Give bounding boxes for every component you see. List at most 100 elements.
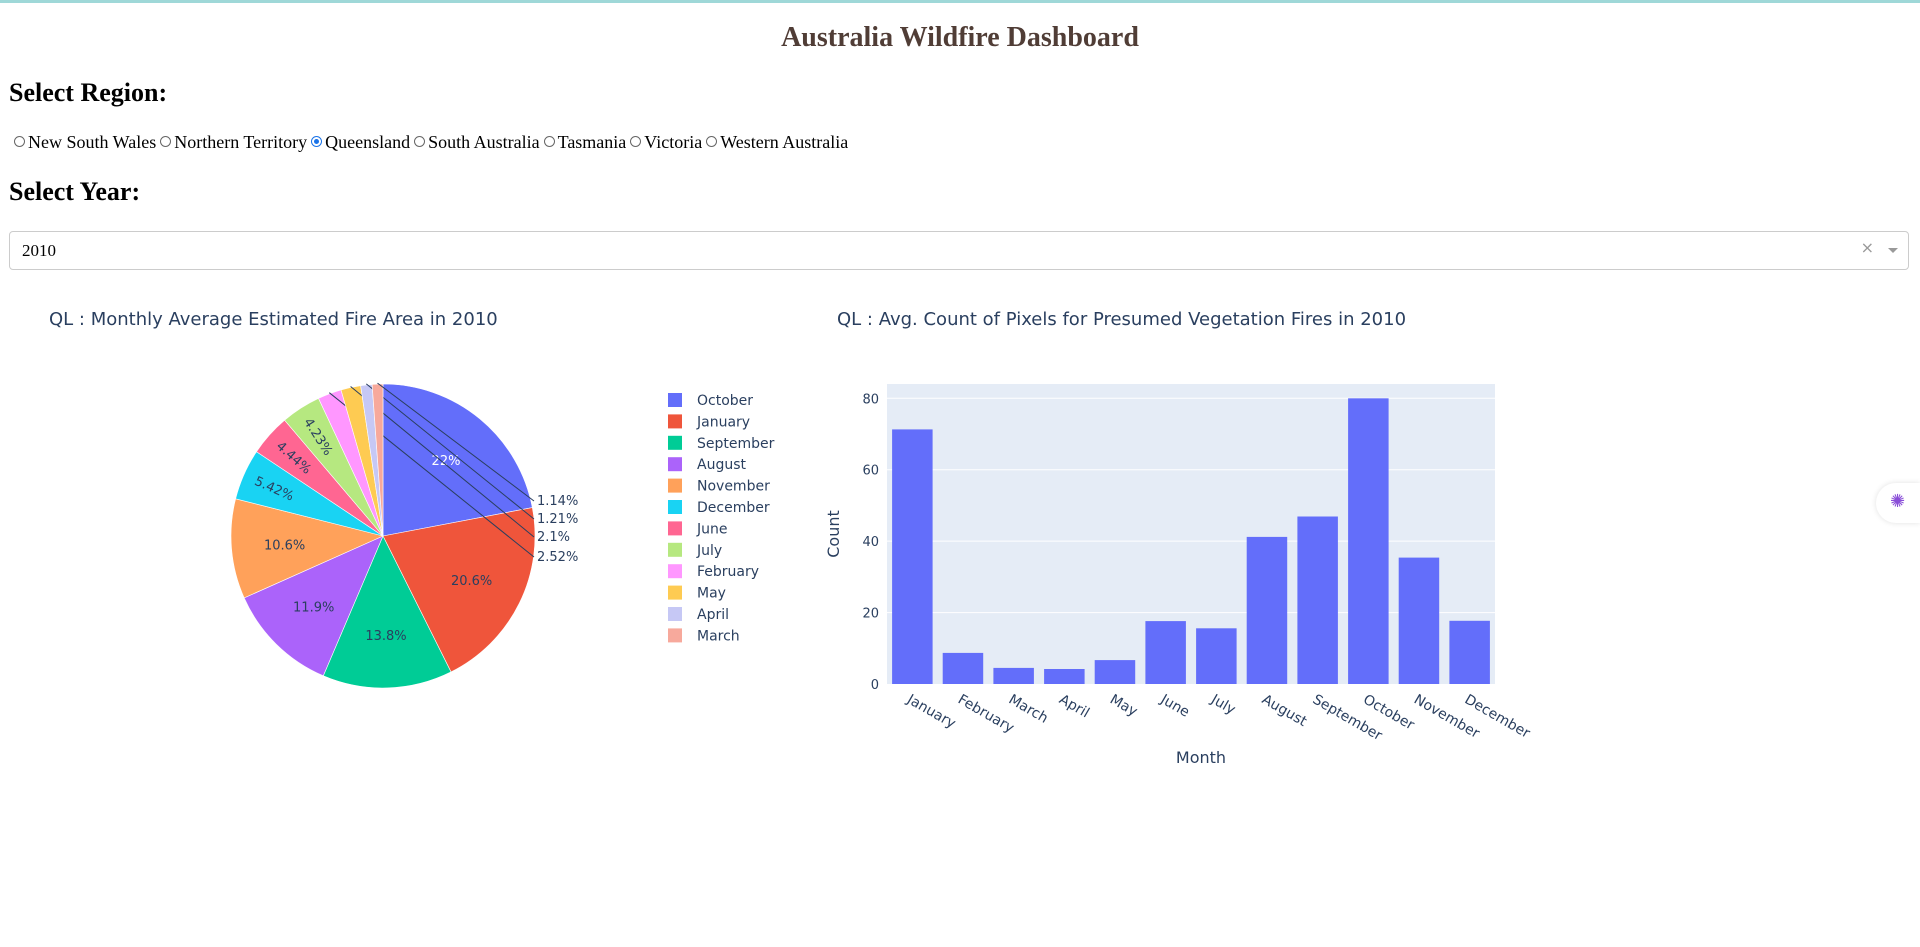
radio-label: Victoria <box>644 132 703 152</box>
region-option-new-south-wales[interactable]: New South Wales <box>14 132 156 153</box>
legend-label: February <box>697 564 759 580</box>
region-option-victoria[interactable]: Victoria <box>630 132 702 153</box>
legend-swatch <box>668 414 682 429</box>
legend-swatch <box>668 607 682 621</box>
bar-october[interactable] <box>1348 398 1389 684</box>
legend-label: July <box>696 543 722 559</box>
y-tick-label: 0 <box>871 678 879 693</box>
bar-july[interactable] <box>1196 628 1237 684</box>
bar-march[interactable] <box>993 667 1034 684</box>
y-tick-label: 20 <box>862 607 879 622</box>
brain-icon: ✺ <box>1890 491 1906 512</box>
legend-item-april[interactable]: April <box>668 607 729 623</box>
year-dropdown[interactable]: 2010 × <box>9 231 1909 270</box>
bar-may[interactable] <box>1094 660 1136 684</box>
year-label: Select Year: <box>9 177 141 206</box>
legend-label: November <box>697 479 770 495</box>
radio-button[interactable] <box>14 136 25 147</box>
legend-swatch <box>668 628 682 643</box>
legend-item-july[interactable]: July <box>668 542 722 559</box>
radio-button[interactable] <box>311 136 323 147</box>
legend-label: October <box>697 393 753 409</box>
bar-december[interactable] <box>1449 620 1490 684</box>
pie-chart: 22%20.6%13.8%11.9%10.6%5.42%4.44%4.23%2.… <box>230 382 775 689</box>
legend-swatch <box>668 521 682 536</box>
legend-item-december[interactable]: December <box>668 500 770 516</box>
bar-august[interactable] <box>1246 536 1288 684</box>
region-option-queensland[interactable]: Queensland <box>311 132 410 153</box>
bar-november[interactable] <box>1398 557 1440 684</box>
radio-button[interactable] <box>706 136 718 147</box>
bar-april[interactable] <box>1044 669 1085 684</box>
clear-icon[interactable]: × <box>1860 238 1874 257</box>
region-option-western-australia[interactable]: Western Australia <box>706 132 848 153</box>
pie-slice-november[interactable] <box>230 498 384 599</box>
legend-swatch <box>668 500 682 514</box>
x-tick-label: June <box>1157 691 1192 721</box>
legend-item-october[interactable]: October <box>668 393 753 409</box>
pie-slice-january[interactable] <box>382 507 536 673</box>
assistant-button[interactable]: ✺ <box>1876 483 1920 523</box>
legend-item-september[interactable]: September <box>668 435 775 452</box>
pie-chart-title: QL : Monthly Average Estimated Fire Area… <box>49 309 498 330</box>
legend-item-may[interactable]: May <box>668 585 726 602</box>
region-radio-group: New South Wales Northern Territory Queensl… <box>14 132 852 153</box>
bar-january[interactable] <box>892 429 933 684</box>
pie-slice-august[interactable] <box>243 535 384 677</box>
legend-item-june[interactable]: June <box>668 521 728 537</box>
top-border <box>0 0 1920 3</box>
legend-label: December <box>697 500 770 516</box>
radio-label: Western Australia <box>720 132 849 152</box>
legend-swatch <box>668 457 682 472</box>
year-dropdown-value: 2010 <box>22 241 56 260</box>
bar-june[interactable] <box>1145 621 1186 684</box>
pie-slice-label: 10.6% <box>264 539 305 554</box>
legend-item-november[interactable]: November <box>668 478 770 495</box>
pie-slice-label: 13.8% <box>365 629 406 644</box>
bar-february[interactable] <box>942 652 984 684</box>
y-tick-label: 40 <box>862 535 879 550</box>
pie-label-leader <box>377 382 535 502</box>
pie-slice-label: 2.1% <box>537 530 570 545</box>
legend-swatch <box>668 435 682 450</box>
radio-label: Northern Territory <box>174 132 308 152</box>
region-option-south-australia[interactable]: South Australia <box>414 132 540 153</box>
pie-slice-label: 20.6% <box>451 574 492 589</box>
bar-september[interactable] <box>1297 516 1338 685</box>
legend-item-february[interactable]: February <box>668 564 759 580</box>
radio-button[interactable] <box>630 136 642 147</box>
legend-item-march[interactable]: March <box>668 628 740 644</box>
legend-label: March <box>697 628 740 644</box>
pie-slice-october[interactable] <box>382 383 533 537</box>
legend-label: April <box>697 607 729 623</box>
chevron-down-icon[interactable] <box>1888 248 1898 253</box>
legend-swatch <box>668 564 682 579</box>
radio-button[interactable] <box>543 136 555 147</box>
x-axis-title: Month <box>1176 748 1226 767</box>
legend-swatch <box>668 478 682 493</box>
legend-swatch <box>668 393 682 407</box>
pie-slice-label: 1.21% <box>537 512 578 527</box>
legend-item-august[interactable]: August <box>668 457 747 473</box>
bar-chart-title: QL : Avg. Count of Pixels for Presumed V… <box>837 309 1407 330</box>
legend-item-january[interactable]: January <box>668 414 750 430</box>
pie-slice-label: 2.52% <box>537 550 578 565</box>
legend-label: June <box>696 521 728 537</box>
y-tick-label: 60 <box>862 464 879 479</box>
y-tick-label: 80 <box>862 392 879 407</box>
pie-slice-september[interactable] <box>322 535 452 689</box>
radio-button[interactable] <box>160 136 172 147</box>
pie-slice-march[interactable] <box>371 383 384 537</box>
x-tick-label: February <box>955 692 1017 737</box>
legend-label: September <box>697 436 775 452</box>
legend-label: May <box>697 586 726 602</box>
radio-button[interactable] <box>414 136 426 147</box>
radio-label: New South Wales <box>28 132 157 152</box>
x-tick-label: May <box>1107 692 1140 720</box>
x-tick-label: August <box>1259 692 1310 731</box>
page-title: Australia Wildfire Dashboard <box>781 22 1139 53</box>
region-label: Select Region: <box>9 78 168 107</box>
region-option-northern-territory[interactable]: Northern Territory <box>160 132 307 153</box>
region-option-tasmania[interactable]: Tasmania <box>543 132 626 153</box>
